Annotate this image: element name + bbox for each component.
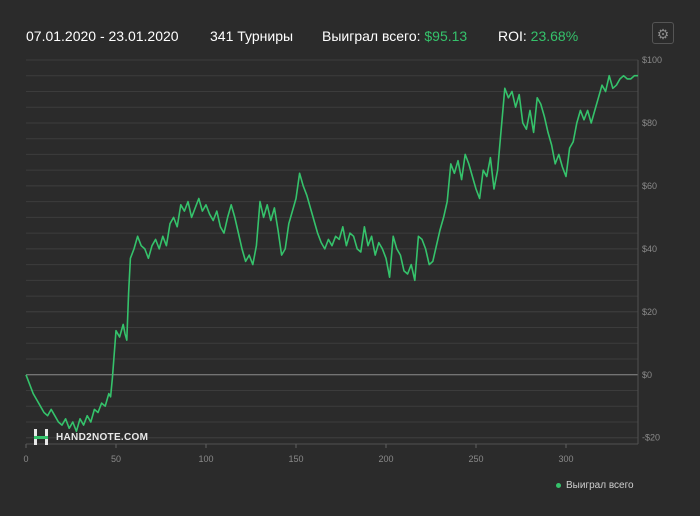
tournament-count: 341 Турниры [210,28,294,44]
series-line-total-won [25,74,638,433]
x-tick-label: 150 [288,454,303,464]
total-won-value: $95.13 [424,28,468,44]
hand2note-logo-icon [34,429,48,445]
x-axis: 0 50 100 150 200 250 300 [23,443,638,464]
gear-icon[interactable]: ⚙ [652,22,674,44]
y-axis: -$20 $0 $20 $40 $60 $80 $100 [637,55,662,444]
x-tick-label: 250 [468,454,483,464]
y-tick-label: $0 [642,370,652,380]
legend-label: Выиграл всего [566,480,634,491]
y-tick-label: $20 [642,307,657,317]
x-tick-label: 0 [23,454,28,464]
legend-dot-icon [556,483,561,488]
roi: ROI: 23.68% [498,28,578,44]
y-tick-label: $40 [642,244,657,254]
chart-header: 07.01.2020 - 23.01.2020 341 Турниры Выиг… [0,0,700,56]
date-range: 07.01.2020 - 23.01.2020 [26,28,179,44]
watermark-text: HAND2NOTE.COM [56,431,149,443]
watermark: HAND2NOTE.COM [32,428,148,446]
y-tick-label: $100 [642,55,662,65]
x-tick-label: 300 [558,454,573,464]
y-tick-label: $80 [642,118,657,128]
x-tick-label: 200 [378,454,393,464]
roi-value: 23.68% [530,28,579,44]
grid-layer [26,59,638,439]
series-layer [25,74,638,433]
legend[interactable]: Выиграл всего [556,480,634,491]
total-won-label: Выиграл всего: [322,28,421,44]
total-won: Выиграл всего: $95.13 [322,28,467,44]
x-tick-label: 100 [198,454,213,464]
x-tick-label: 50 [111,454,121,464]
y-tick-label: -$20 [642,433,660,443]
roi-label: ROI: [498,28,527,44]
y-tick-label: $60 [642,181,657,191]
